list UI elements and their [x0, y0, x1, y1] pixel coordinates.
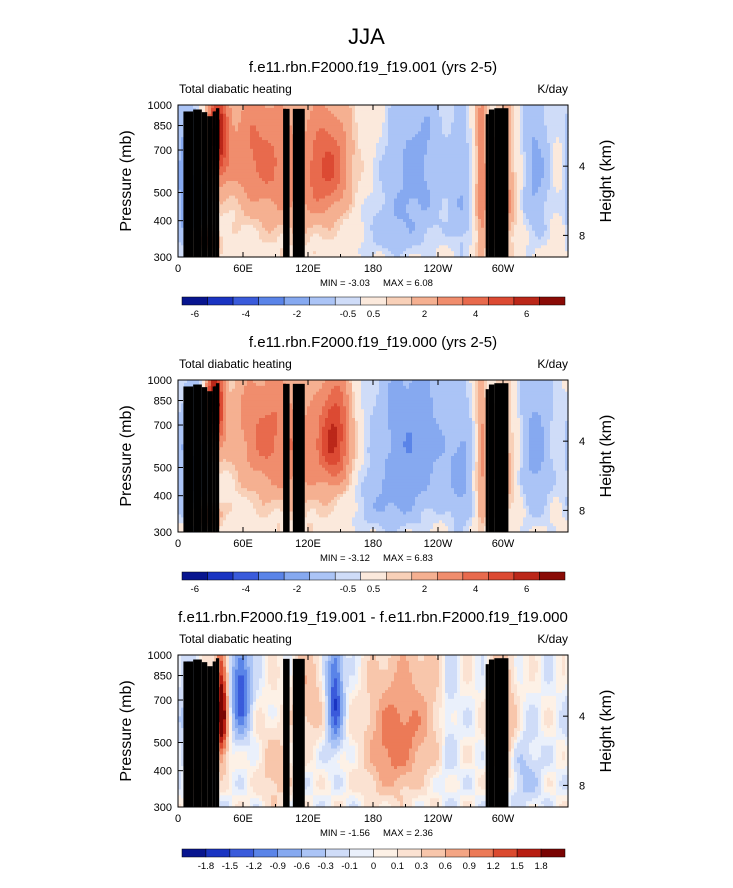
panel-title: f.e11.rbn.F2000.f19_f19.001 (yrs 2-5): [249, 59, 497, 76]
variable-label: Total diabatic heating: [179, 82, 292, 96]
units-label: K/day: [537, 82, 568, 96]
heatmap-cells: [178, 105, 569, 258]
figure-title: JJA: [348, 24, 385, 49]
figure-canvas: JJA f.e11.rbn.F2000.f19_f19.001 (yrs 2-5…: [0, 0, 733, 888]
panel-1: f.e11.rbn.F2000.f19_f19.001 (yrs 2-5) Tot…: [118, 59, 615, 320]
panels-group: f.e11.rbn.F2000.f19_f19.001 (yrs 2-5) Tot…: [118, 59, 615, 872]
